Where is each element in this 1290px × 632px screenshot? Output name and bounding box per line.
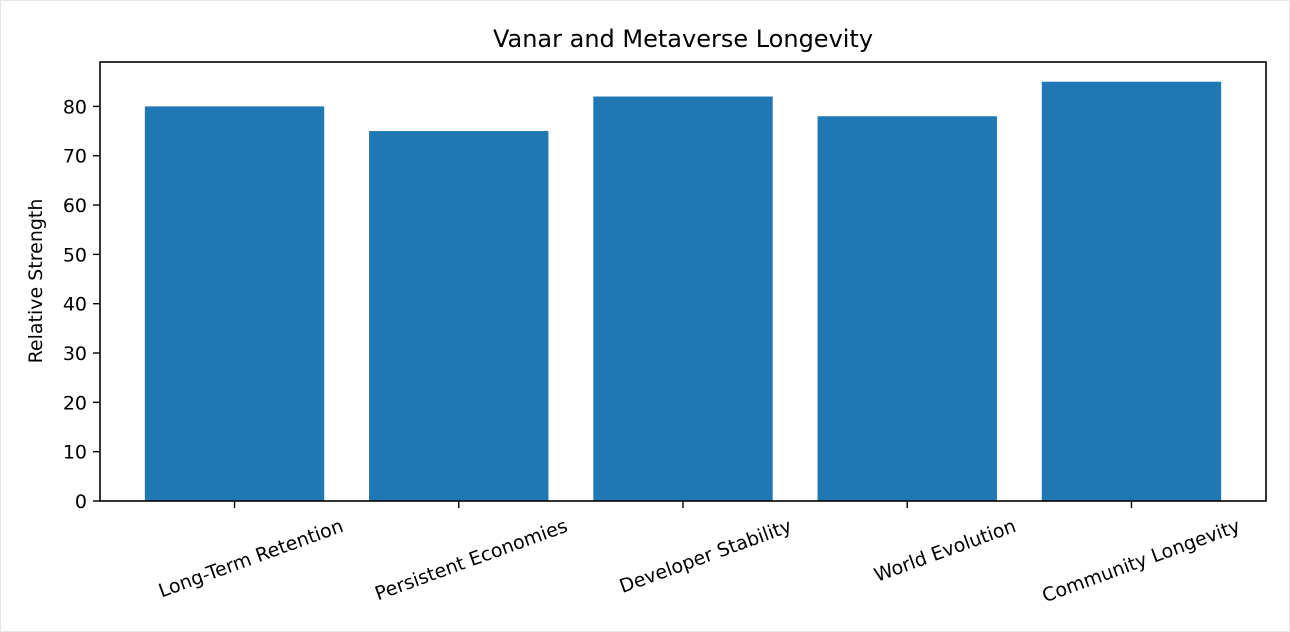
x-tick-label: Long-Term Retention <box>156 515 347 602</box>
y-tick-label: 10 <box>63 442 87 464</box>
bar-world-evolution <box>817 116 997 502</box>
x-tick-label: Developer Stability <box>617 515 795 598</box>
y-axis-ticks: 0 10 20 30 40 50 60 70 80 <box>63 96 100 513</box>
y-axis-label: Relative Strength <box>25 199 47 364</box>
bar-community-longevity <box>1041 81 1222 501</box>
y-tick-label: 50 <box>63 244 87 266</box>
y-tick-label: 80 <box>63 96 87 118</box>
y-tick-label: 0 <box>75 491 87 513</box>
y-tick-label: 70 <box>63 146 87 168</box>
bar-developer-stability <box>593 96 773 502</box>
y-tick-label: 20 <box>63 392 87 414</box>
bar-persistent-economies <box>369 131 549 501</box>
plot-frame <box>99 61 1267 502</box>
y-tick-label: 30 <box>63 343 87 365</box>
chart-title: Vanar and Metaverse Longevity <box>493 25 873 53</box>
x-tick-label: World Evolution <box>871 515 1019 587</box>
x-tick-label: Community Longevity <box>1039 515 1243 607</box>
x-axis-ticks: Long-Term Retention Persistent Economies D… <box>156 501 1243 607</box>
x-tick-label: Persistent Economies <box>372 515 570 605</box>
y-tick-label: 40 <box>63 294 87 316</box>
bar-long-term-retention <box>144 106 325 502</box>
y-tick-label: 60 <box>63 195 87 217</box>
bars-group <box>144 81 1222 502</box>
